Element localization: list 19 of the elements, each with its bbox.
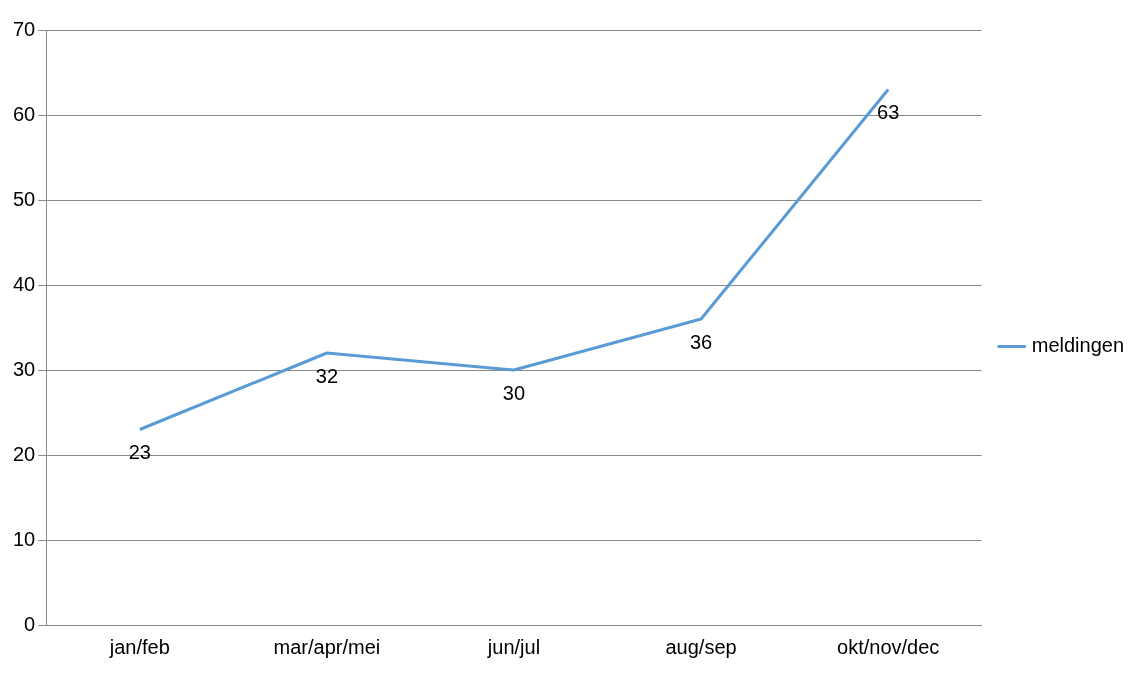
x-tick-label: aug/sep bbox=[665, 635, 737, 658]
y-tick-label: 50 bbox=[13, 187, 36, 210]
data-label: 36 bbox=[689, 330, 713, 353]
y-tick-label: 30 bbox=[13, 357, 36, 380]
y-tick-label: 70 bbox=[13, 17, 36, 40]
y-tick-label: 60 bbox=[13, 102, 36, 125]
x-tick-label: jan/feb bbox=[108, 635, 170, 658]
legend-label: meldingen bbox=[1031, 334, 1125, 357]
x-tick-label: okt/nov/dec bbox=[837, 635, 940, 658]
y-tick-label: 0 bbox=[24, 612, 36, 635]
y-tick-label: 10 bbox=[13, 527, 36, 550]
data-label: 63 bbox=[877, 101, 900, 124]
data-label: 30 bbox=[502, 381, 526, 404]
y-tick-label: 20 bbox=[13, 442, 36, 465]
data-label: 32 bbox=[315, 364, 339, 387]
x-tick-label: jun/jul bbox=[486, 635, 541, 658]
y-tick-label: 40 bbox=[13, 272, 36, 295]
data-label: 23 bbox=[128, 441, 151, 464]
x-tick-label: mar/apr/mei bbox=[273, 635, 381, 658]
